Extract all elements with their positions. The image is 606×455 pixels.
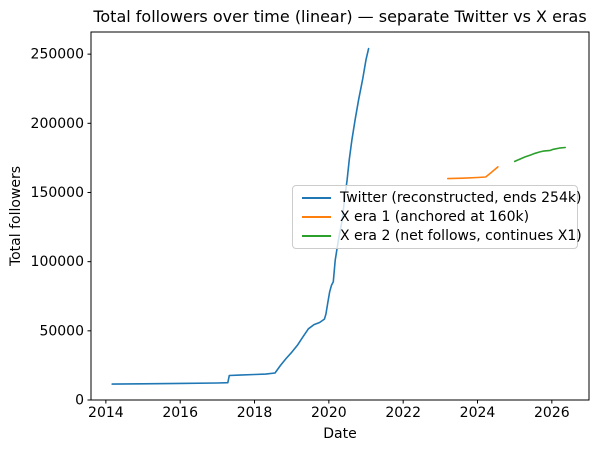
y-tick-label: 50000 xyxy=(39,323,84,339)
x-tick-label: 2024 xyxy=(460,405,496,421)
series-line-twitter xyxy=(111,47,370,385)
legend-item-x-era-2: X era 2 (net follows, continues X1) xyxy=(302,227,582,246)
x-tick-label: 2026 xyxy=(534,405,570,421)
legend-label-x-era-2: X era 2 (net follows, continues X1) xyxy=(340,228,582,245)
legend-line-sample-x-era-2 xyxy=(302,235,331,238)
x-tick-label: 2016 xyxy=(162,405,198,421)
axes-spines xyxy=(90,31,590,401)
x-tick-label: 2020 xyxy=(311,405,347,421)
legend-item-twitter: Twitter (reconstructed, ends 254k) xyxy=(302,188,581,207)
legend-label-twitter: Twitter (reconstructed, ends 254k) xyxy=(340,189,582,206)
legend-line-sample-twitter xyxy=(302,196,331,199)
legend-line-sample-x-era-1 xyxy=(302,216,331,218)
x-axis-label: Date xyxy=(323,426,357,442)
legend-label-x-era-1: X era 1 (anchored at 160k) xyxy=(340,209,530,225)
chart-title: Total followers over time (linear) — sep… xyxy=(93,7,587,26)
legend: Twitter (reconstructed, ends 254k) X era … xyxy=(292,185,582,249)
series-line-x-era-2 xyxy=(513,146,567,163)
series-line-x-era-1 xyxy=(446,166,499,180)
y-tick-label: 250000 xyxy=(31,47,84,63)
legend-item-x-era-1: X era 1 (anchored at 160k) xyxy=(302,208,568,227)
y-tick-label: 200000 xyxy=(31,116,84,132)
y-tick-label: 150000 xyxy=(31,185,84,201)
y-tick-label: 100000 xyxy=(31,254,84,270)
x-tick-label: 2018 xyxy=(237,405,273,421)
x-tick-label: 2022 xyxy=(385,405,421,421)
y-tick-label: 0 xyxy=(75,393,84,409)
x-tick-label: 2014 xyxy=(88,405,124,421)
